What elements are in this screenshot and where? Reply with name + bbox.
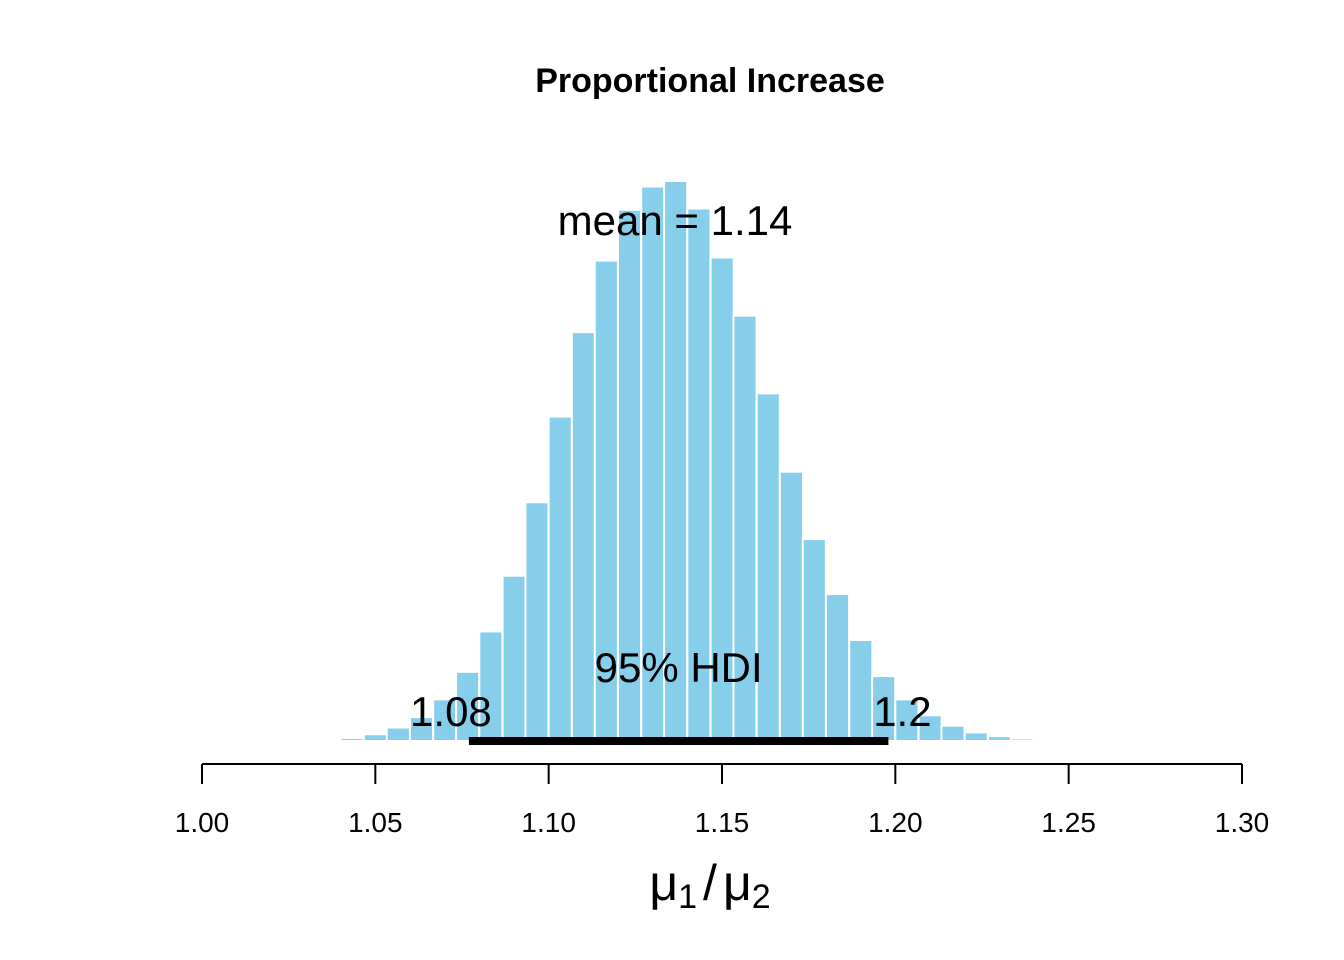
histogram-bar-9 (524, 501, 550, 742)
histogram-bar-29 (986, 735, 1013, 742)
x-label-mu-2: μ (723, 855, 752, 911)
histogram-bar-0 (316, 739, 342, 743)
x-label-slash: / (703, 855, 717, 911)
x-axis: 1.00 1.05 1.10 1.15 1.20 1.25 1.30 (175, 763, 1270, 838)
histogram-bar-1 (339, 736, 365, 742)
histogram-bar-10 (547, 415, 573, 742)
mean-label: mean = 1.14 (558, 197, 793, 244)
x-axis-label: μ1/μ2 (649, 855, 770, 916)
x-label-sub-1: 1 (678, 878, 697, 916)
x-tick-label-3: 1.15 (695, 807, 750, 838)
x-tick-label-2: 1.10 (521, 807, 576, 838)
x-tick-label-6: 1.30 (1215, 807, 1270, 838)
histogram-bar-32 (1056, 739, 1082, 743)
hdi-low-label: 1.08 (410, 688, 492, 735)
histogram-bar-20 (778, 470, 805, 742)
x-tick-label-4: 1.20 (868, 807, 923, 838)
histogram-bar-8 (501, 574, 527, 742)
x-label-mu-1: μ (649, 855, 678, 911)
x-label-sub-2: 2 (752, 878, 771, 916)
x-tick-label-1: 1.05 (348, 807, 403, 838)
chart-title: Proportional Increase (535, 62, 885, 100)
histogram-bar-28 (963, 731, 989, 743)
histogram-bar-27 (940, 724, 966, 743)
histogram-bar-23 (848, 639, 874, 743)
histogram-bar-11 (570, 331, 597, 742)
histogram-bar-3 (385, 726, 411, 743)
histogram-bar-31 (1033, 738, 1059, 742)
x-tick-label-0: 1.00 (175, 807, 230, 838)
histogram-bar-30 (1009, 737, 1035, 743)
x-tick-label-5: 1.25 (1041, 807, 1096, 838)
hdi-label: 95% HDI (595, 644, 763, 691)
histogram-bar-2 (362, 733, 389, 743)
histogram-bar-22 (825, 593, 851, 742)
hdi-high-label: 1.2 (873, 688, 931, 735)
histogram-bar-21 (801, 538, 827, 742)
